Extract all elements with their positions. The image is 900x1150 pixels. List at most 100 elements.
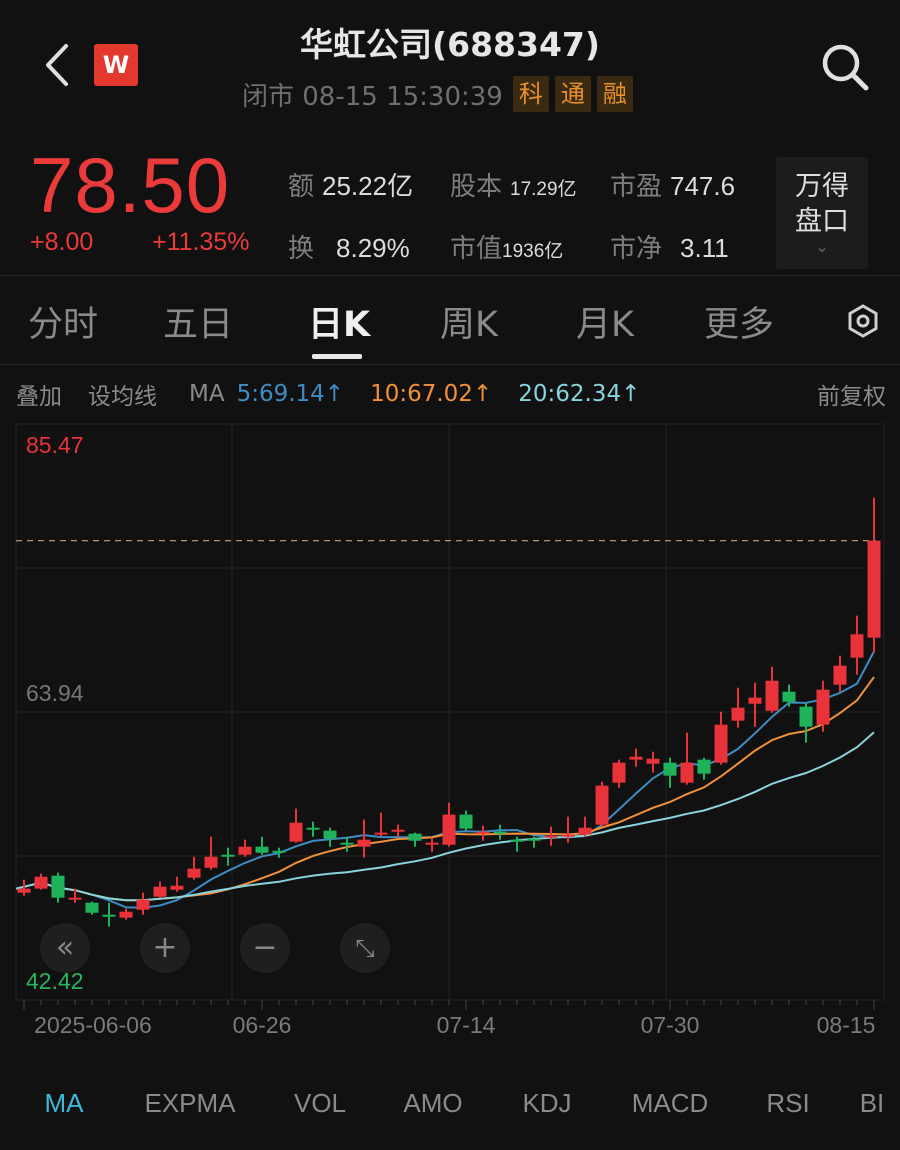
- candle-down: [102, 914, 116, 917]
- candle-down: [51, 875, 65, 898]
- chevron-left-icon: [46, 44, 68, 86]
- active-tab-indicator: [312, 354, 362, 359]
- badge-margin: 融: [596, 76, 633, 112]
- candle-up: [680, 762, 694, 783]
- stat-label: 换: [288, 234, 315, 264]
- ma5-line: [15, 650, 875, 909]
- stat-label: 额: [288, 172, 315, 202]
- settings-hex-icon: [848, 304, 878, 338]
- scroll-left-button[interactable]: «: [40, 923, 90, 973]
- indicator-tab-ma[interactable]: MA: [44, 1088, 84, 1118]
- wind-button-line1: 万得: [795, 171, 849, 202]
- candle-down: [323, 830, 337, 839]
- candle-up: [578, 827, 592, 835]
- candle-down: [459, 814, 473, 829]
- candle-up: [391, 829, 405, 832]
- fullscreen-button[interactable]: ⤡: [340, 923, 390, 973]
- stat-label: 市值: [450, 234, 503, 264]
- stat-amount: 额 25.22亿: [288, 166, 413, 203]
- tab-daily-k[interactable]: 日K: [308, 305, 371, 345]
- minus-icon: −: [252, 930, 278, 965]
- candle-up: [357, 839, 371, 847]
- candle-up: [374, 832, 388, 835]
- candle-up: [238, 846, 252, 855]
- candle-up: [289, 822, 303, 842]
- indicator-tab-kdj[interactable]: KDJ: [522, 1088, 572, 1118]
- indicator-tab-vol[interactable]: VOL: [293, 1088, 347, 1118]
- stat-market-cap: 市值 1936亿: [450, 228, 563, 265]
- candle-up: [17, 888, 31, 893]
- ma20-value: 20:62.34↑: [518, 381, 641, 407]
- candle-up: [187, 868, 201, 878]
- ma5-value: 5:69.14↑: [236, 381, 345, 407]
- adjust-mode-button[interactable]: 前复权: [817, 384, 886, 410]
- candle-down: [306, 827, 320, 830]
- candle-up: [442, 814, 456, 845]
- candle-up: [34, 876, 48, 889]
- ma10-value: 10:67.02↑: [370, 381, 493, 407]
- tab-more[interactable]: 更多: [704, 305, 775, 345]
- overlay-button[interactable]: 叠加: [16, 384, 62, 410]
- tab-intraday[interactable]: 分时: [28, 305, 99, 345]
- y-mid-label: 63.94: [26, 680, 84, 706]
- candle-up: [170, 885, 184, 890]
- back-button[interactable]: [38, 40, 78, 90]
- indicator-tab-amo[interactable]: AMO: [403, 1088, 463, 1118]
- divider: [0, 364, 900, 365]
- set-ma-button[interactable]: 设均线: [88, 384, 157, 410]
- candle-down: [663, 762, 677, 776]
- x-tick-label: 2025-06-06: [34, 1012, 152, 1038]
- ma20-line: [15, 731, 875, 902]
- tab-weekly-k[interactable]: 周K: [440, 305, 498, 345]
- stat-share-capital: 股本 17.29亿: [450, 166, 577, 203]
- candle-down: [221, 854, 235, 857]
- stat-label: 市盈: [610, 172, 663, 202]
- stat-pb: 市净 3.11: [610, 228, 729, 265]
- wind-order-book-button[interactable]: 万得 盘口 ⌄: [776, 157, 868, 269]
- tab-five-day[interactable]: 五日: [163, 305, 234, 345]
- candle-down: [782, 691, 796, 702]
- tab-monthly-k[interactable]: 月K: [576, 305, 634, 345]
- price-change: +8.00: [30, 228, 94, 256]
- zoom-out-button[interactable]: −: [240, 923, 290, 973]
- candle-down: [493, 831, 507, 834]
- candle-up: [204, 856, 218, 868]
- candle-up: [748, 697, 762, 704]
- search-icon: [822, 44, 869, 91]
- zoom-in-button[interactable]: +: [140, 923, 190, 973]
- candle-up: [561, 834, 575, 837]
- stat-value: 3.11: [680, 233, 729, 263]
- candle-up: [765, 680, 779, 711]
- ma-label: MA: [189, 381, 225, 407]
- stat-value: 1936亿: [502, 241, 564, 262]
- candle-up: [731, 707, 745, 721]
- y-min-label: 42.42: [26, 968, 84, 994]
- stat-value: 8.29%: [336, 233, 410, 263]
- last-price: 78.50: [30, 141, 231, 229]
- double-chevron-left-icon: «: [55, 930, 75, 965]
- x-tick-label: 08-15: [816, 1012, 876, 1038]
- expand-icon: ⤡: [355, 934, 375, 962]
- wind-logo: W: [94, 44, 138, 86]
- badge-connect: 通: [554, 76, 591, 112]
- indicator-tab-bi[interactable]: BI: [859, 1088, 885, 1118]
- ma10-line: [15, 676, 875, 902]
- indicator-tab-rsi[interactable]: RSI: [766, 1088, 810, 1118]
- x-tick-label: 07-14: [436, 1012, 496, 1038]
- market-status-row: 闭市 08-15 15:30:39 科 通 融: [242, 76, 633, 112]
- y-max-label: 85.47: [26, 432, 84, 458]
- indicator-tab-expma[interactable]: EXPMA: [144, 1088, 236, 1118]
- candle-up: [68, 897, 82, 900]
- stat-value: 17.29亿: [510, 179, 577, 200]
- candle-down: [408, 833, 422, 841]
- candle-up: [119, 911, 133, 918]
- indicator-tab-macd[interactable]: MACD: [631, 1088, 709, 1118]
- stat-turnover: 换 8.29%: [288, 228, 410, 265]
- candle-up: [425, 842, 439, 845]
- search-button[interactable]: [818, 40, 872, 94]
- chart-settings-button[interactable]: [846, 303, 880, 339]
- x-tick-label: 06-26: [232, 1012, 292, 1038]
- page-title: 华虹公司(688347): [300, 25, 600, 64]
- candle-down: [272, 850, 286, 853]
